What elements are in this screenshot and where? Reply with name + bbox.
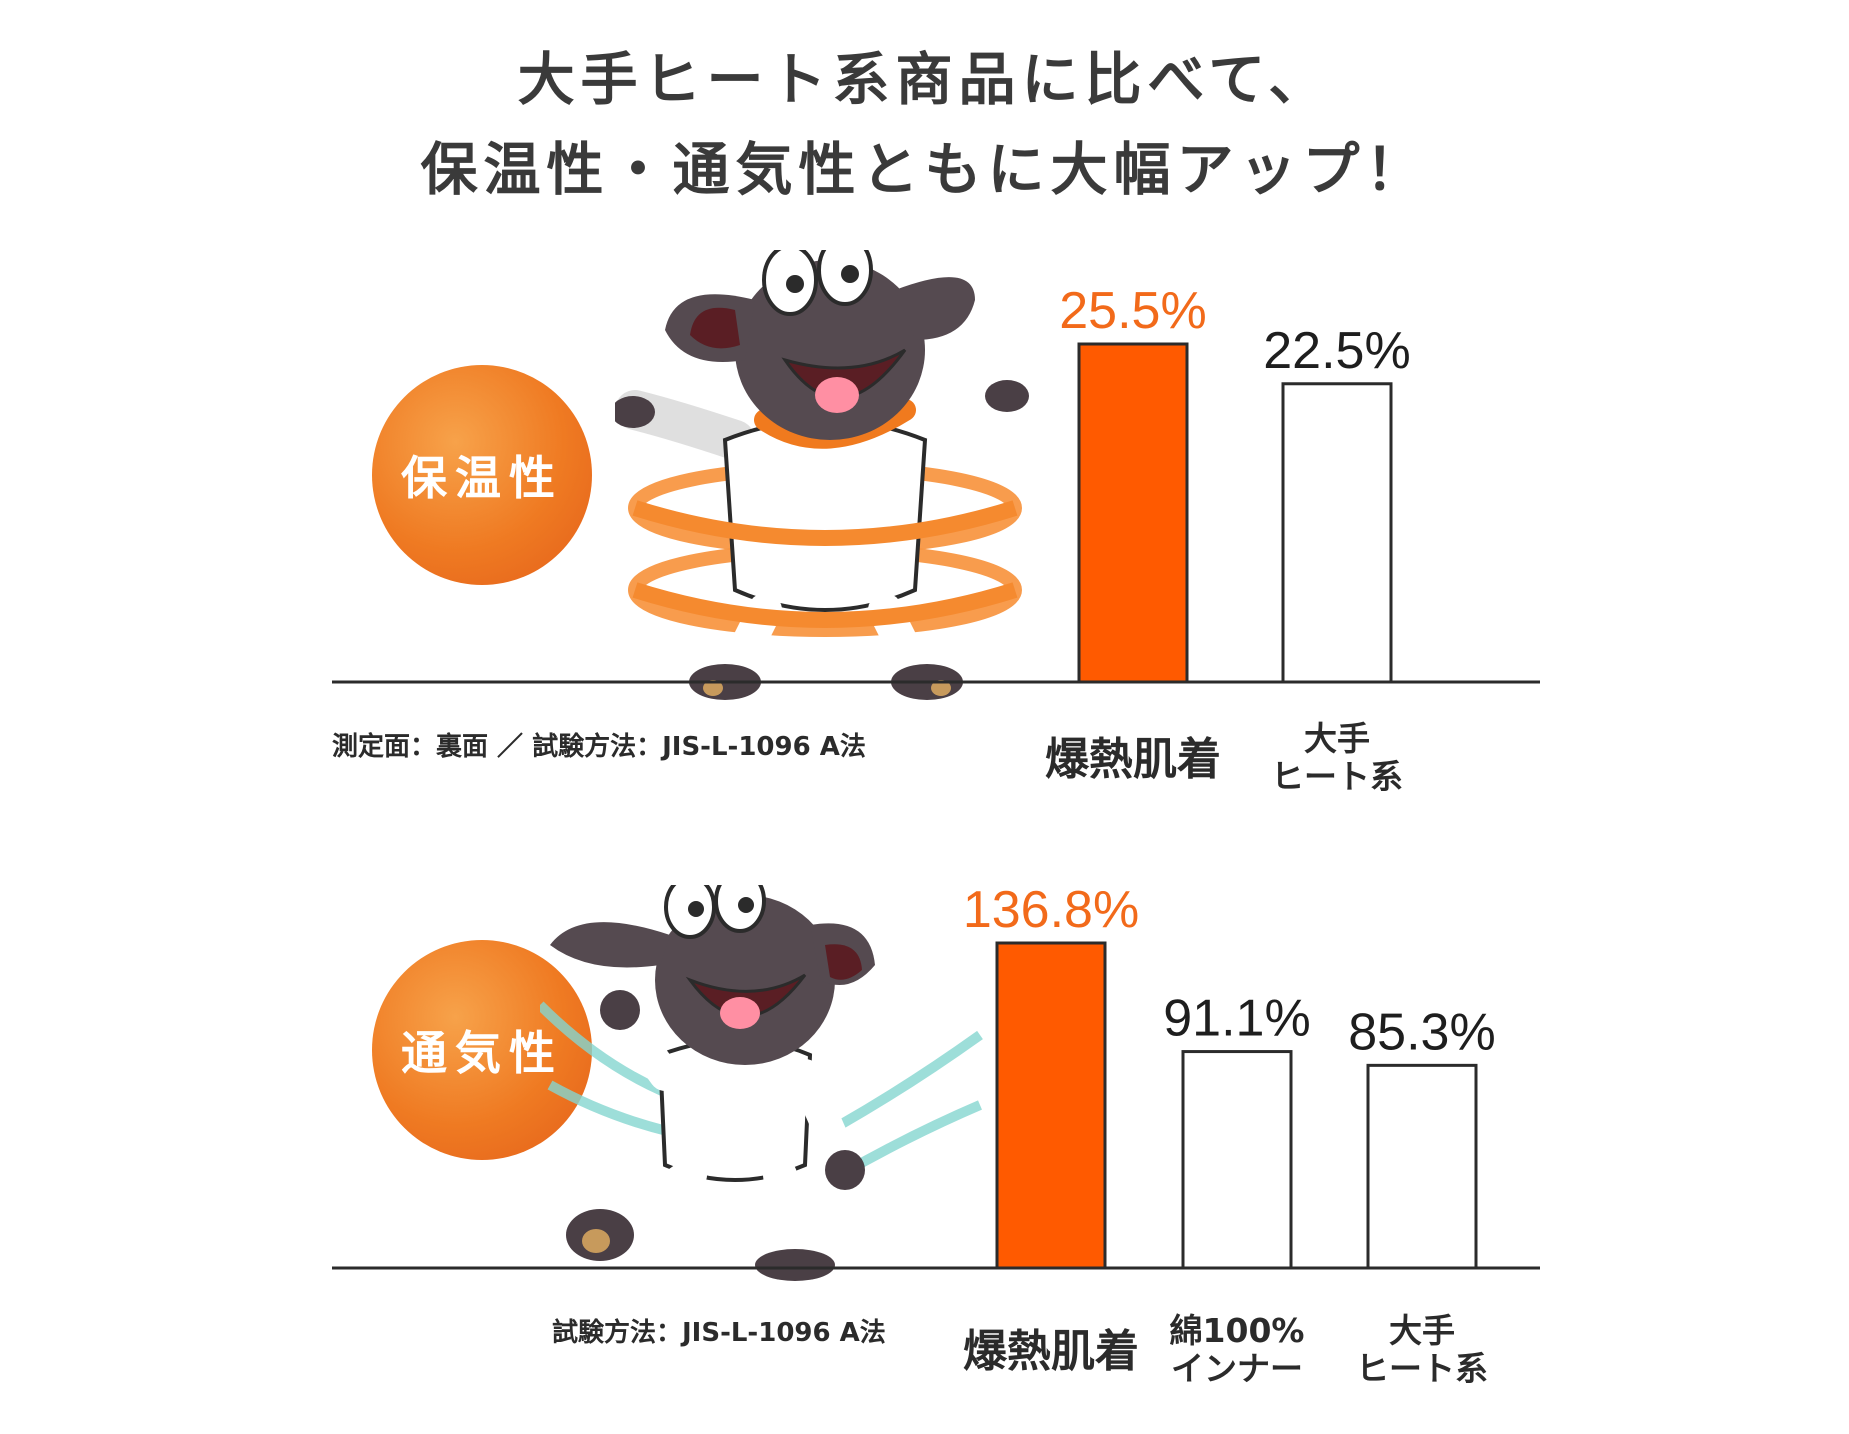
category-label-breathability-0: 爆熱肌着: [963, 1326, 1139, 1377]
bar-breathability-2: [1366, 1063, 1478, 1270]
category-label-breathability-1: 綿100%インナー: [1170, 1311, 1305, 1388]
category-label-warmth-0: 爆熱肌着: [1045, 734, 1221, 785]
mascot-wind-illustration: [540, 885, 983, 1281]
bar-value-label-breathability-1: 91.1%: [1163, 990, 1310, 1048]
bar-warmth-1: [1281, 382, 1393, 684]
bar-warmth-0: [1077, 342, 1189, 684]
measurement-note-warmth: 測定面：裏面 ／ 試験方法：JIS-L-1096 A法: [332, 732, 866, 762]
bar-value-label-warmth-1: 22.5%: [1263, 322, 1410, 380]
warmth-badge: 保温性: [372, 365, 592, 585]
bar-value-label-breathability-0: 136.8%: [963, 881, 1139, 939]
bar-breathability-1: [1181, 1050, 1293, 1270]
headline-line-2: 保温性・通気性ともに大幅アップ！: [420, 137, 1429, 203]
bar-value-label-warmth-0: 25.5%: [1059, 282, 1206, 340]
category-label-warmth-1: 大手ヒート系: [1271, 719, 1403, 796]
headline-line-1: 大手ヒート系商品に比べて、: [517, 47, 1332, 113]
mascot-heat-illustration: [615, 250, 1029, 700]
bar-breathability-0: [995, 941, 1107, 1270]
measurement-note-breathability: 試験方法：JIS-L-1096 A法: [552, 1318, 886, 1348]
bar-value-label-breathability-2: 85.3%: [1348, 1003, 1495, 1061]
breathability-badge: 通気性: [372, 940, 592, 1160]
category-label-breathability-2: 大手ヒート系: [1356, 1311, 1488, 1388]
